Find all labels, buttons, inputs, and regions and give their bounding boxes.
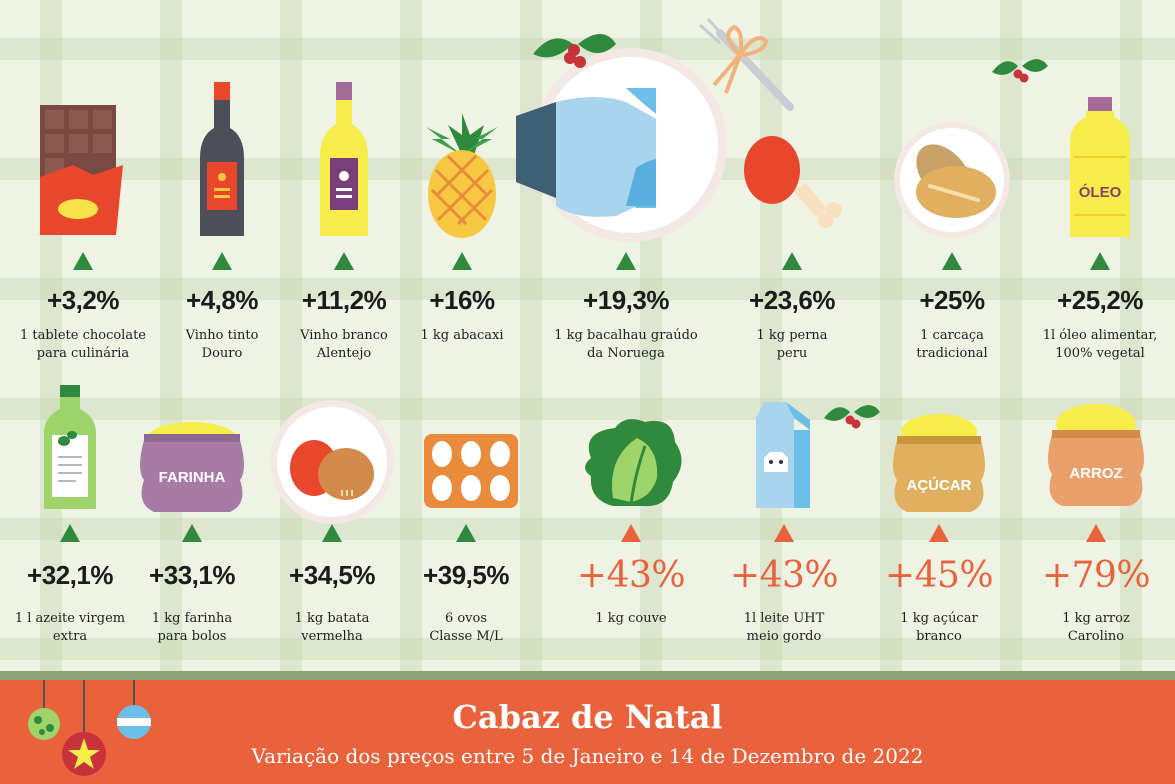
product-label: 1 carcaça tradicional (916, 328, 988, 361)
product-label: 1 kg farinha para bolos (151, 611, 233, 644)
red-wine-bottle-icon (200, 82, 244, 236)
price-change: +23,6% (749, 285, 835, 315)
price-change: +32,1% (27, 560, 113, 590)
holly-icon (824, 405, 880, 429)
price-change: +19,3% (583, 285, 669, 315)
ornament-icon (28, 680, 151, 776)
trend-up-icon (929, 524, 949, 542)
svg-text:ÓLEO: ÓLEO (1079, 183, 1122, 201)
bread-roll-plate-icon (894, 122, 1010, 238)
product-label: 1l óleo alimentar, 100% vegetal (1042, 328, 1158, 361)
price-change: +25,2% (1057, 285, 1143, 315)
trend-up-icon (616, 252, 636, 270)
price-change: +25% (919, 285, 985, 315)
trend-up-icon (182, 524, 202, 542)
rice-sack-icon: ARROZ (1048, 404, 1144, 506)
price-change: +16% (429, 285, 495, 315)
trend-up-icon (942, 252, 962, 270)
price-change: +3,2% (47, 285, 119, 315)
trend-up-icon (456, 524, 476, 542)
footer-title: Cabaz de Natal (452, 698, 723, 736)
trend-up-icon (1086, 524, 1106, 542)
holly-icon (533, 34, 616, 68)
product-label: 1 kg açúcar branco (900, 611, 978, 644)
trend-up-icon (774, 524, 794, 542)
trend-up-icon (1090, 252, 1110, 270)
pineapple-icon (426, 113, 498, 238)
product-label: 6 ovos Classe M/L (429, 611, 503, 644)
product-label: 1 kg perna peru (756, 328, 828, 361)
trend-up-icon (782, 252, 802, 270)
product-label: Vinho branco Alentejo (300, 328, 388, 361)
product-label: 1 kg arroz Carolino (1062, 611, 1130, 644)
price-change: +39,5% (423, 560, 509, 590)
white-wine-bottle-icon (320, 82, 368, 236)
trend-up-icon (452, 252, 472, 270)
price-change: +11,2% (301, 285, 387, 315)
trend-up-icon (60, 524, 80, 542)
footer-subtitle: Variação dos preços entre 5 de Janeiro e… (251, 744, 924, 768)
trend-up-icon (621, 524, 641, 542)
product-label: 1l leite UHT meio gordo (743, 611, 825, 644)
product-label: 1 kg bacalhau graúdo da Noruega (554, 328, 698, 361)
footer-banner: Cabaz de Natal Variação dos preços entre… (0, 671, 1175, 784)
price-change: +4,8% (186, 285, 258, 315)
svg-text:FARINHA: FARINHA (159, 469, 226, 486)
trend-up-icon (334, 252, 354, 270)
oil-bottle-icon: ÓLEO (1070, 97, 1130, 237)
product-label: Vinho tinto Douro (185, 328, 259, 361)
product-label: 1 l azeite virgem extra (14, 611, 126, 644)
product-label: 1 kg batata vermelha (294, 611, 370, 644)
holly-icon (992, 59, 1048, 83)
olive-oil-bottle-icon (44, 385, 96, 509)
price-change: +45% (884, 555, 994, 596)
trend-up-icon (212, 252, 232, 270)
codfish-plate-icon (516, 88, 656, 217)
product-label: 1 kg abacaxi (420, 328, 504, 343)
price-change: +79% (1041, 555, 1151, 596)
product-label: 1 tablete chocolate para culinária (19, 328, 146, 361)
price-change: +33,1% (149, 560, 235, 590)
trend-up-icon (73, 252, 93, 270)
fork-icon (698, 17, 794, 111)
flour-sack-icon: FARINHA (140, 422, 244, 512)
price-change: +43% (576, 555, 686, 596)
cabbage-icon (585, 419, 682, 507)
trend-up-icon (322, 524, 342, 542)
svg-text:ARROZ: ARROZ (1069, 465, 1122, 482)
turkey-leg-icon (744, 136, 842, 228)
product-label: 1 kg couve (595, 611, 667, 626)
chocolate-bar-icon (40, 105, 123, 235)
potato-plate-icon (270, 400, 394, 524)
price-change: +43% (729, 555, 839, 596)
svg-text:AÇÚCAR: AÇÚCAR (907, 476, 972, 494)
sugar-sack-icon: AÇÚCAR (893, 414, 985, 512)
egg-carton-icon (424, 434, 518, 508)
price-change: +34,5% (289, 560, 375, 590)
milk-carton-icon (756, 402, 810, 508)
